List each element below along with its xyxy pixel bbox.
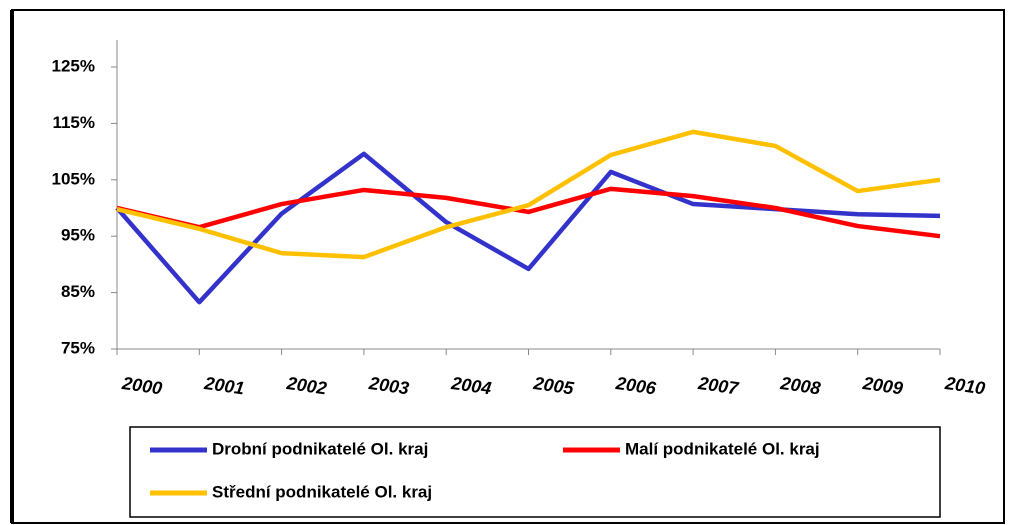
legend-label: Střední podnikatelé Ol. kraj <box>212 482 432 501</box>
x-tick-label: 2002 <box>285 373 328 399</box>
series-line <box>115 151 941 305</box>
y-tick-label: 115% <box>52 113 95 132</box>
x-tick-label: 2003 <box>367 373 410 399</box>
x-tick-label: 2000 <box>120 373 163 399</box>
x-tick-label: 2006 <box>614 373 658 399</box>
legend-box <box>129 426 941 518</box>
y-tick-label: 95% <box>61 226 95 245</box>
y-tick-label: 75% <box>61 338 95 357</box>
x-tick-label: 2010 <box>943 373 986 399</box>
series-line <box>116 129 941 260</box>
y-tick-label: 125% <box>52 56 95 75</box>
x-tick-label: 2001 <box>202 373 245 399</box>
x-tick-label: 2007 <box>696 373 740 399</box>
x-tick-label: 2008 <box>778 373 821 399</box>
legend-label: Drobní podnikatelé Ol. kraj <box>212 439 428 458</box>
x-tick-label: 2005 <box>531 373 575 399</box>
x-tick-label: 2004 <box>449 373 492 399</box>
legend-label: Malí podnikatelé Ol. kraj <box>625 439 820 458</box>
x-tick-label: 2009 <box>861 373 904 399</box>
y-tick-label: 105% <box>52 169 95 188</box>
y-tick-label: 85% <box>61 282 95 301</box>
series-line <box>116 186 941 239</box>
